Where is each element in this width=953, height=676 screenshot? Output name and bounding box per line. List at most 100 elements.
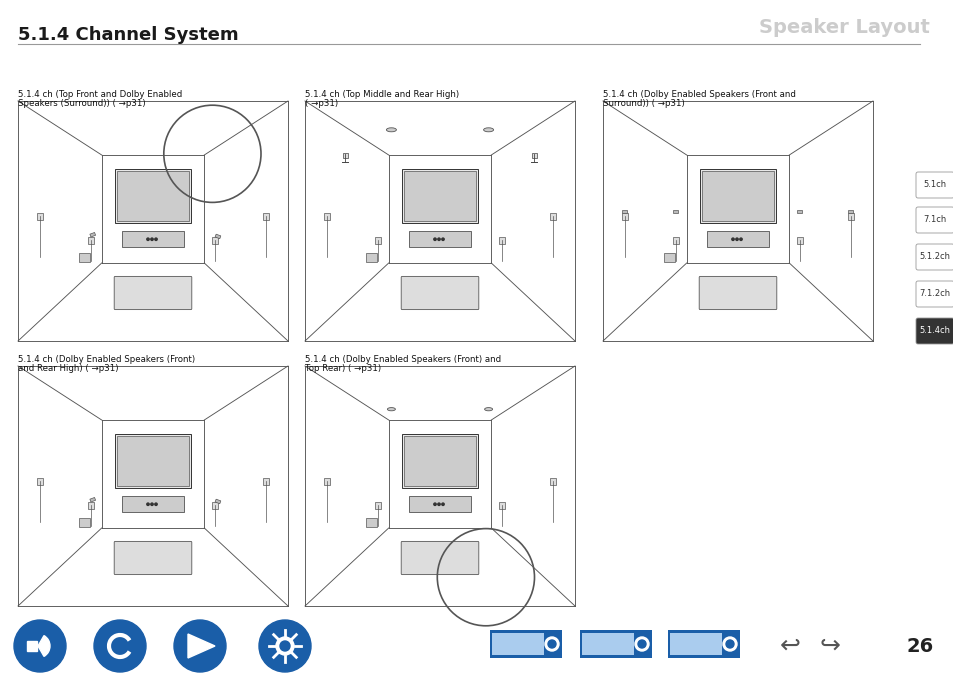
Bar — [263, 213, 269, 220]
Circle shape — [731, 238, 734, 241]
Circle shape — [154, 503, 157, 506]
Text: 5.1.4 Channel System: 5.1.4 Channel System — [18, 26, 238, 44]
Bar — [114, 434, 192, 488]
Circle shape — [173, 620, 226, 672]
Bar — [36, 478, 43, 485]
Polygon shape — [188, 634, 214, 658]
Circle shape — [635, 637, 648, 651]
Bar — [401, 169, 478, 223]
Circle shape — [98, 624, 142, 668]
Bar — [366, 518, 377, 527]
Bar — [672, 210, 678, 213]
Text: 5.1.4 ch (Dolby Enabled Speakers (Front and: 5.1.4 ch (Dolby Enabled Speakers (Front … — [602, 90, 795, 99]
Bar — [498, 502, 504, 509]
Circle shape — [547, 640, 556, 648]
Circle shape — [434, 238, 436, 241]
Text: 7.1.2ch: 7.1.2ch — [919, 289, 949, 299]
Bar — [36, 213, 43, 220]
Bar — [212, 502, 218, 509]
Circle shape — [151, 238, 153, 241]
Bar — [847, 213, 854, 220]
Text: 5.1.4 ch (Dolby Enabled Speakers (Front): 5.1.4 ch (Dolby Enabled Speakers (Front) — [18, 355, 195, 364]
Circle shape — [434, 503, 436, 506]
Bar — [114, 169, 192, 223]
Bar — [90, 233, 95, 237]
Bar — [409, 496, 470, 512]
Circle shape — [147, 503, 149, 506]
Bar — [79, 253, 91, 262]
Text: Top Rear) ( →p31): Top Rear) ( →p31) — [305, 364, 381, 373]
Text: and Rear High) ( →p31): and Rear High) ( →p31) — [18, 364, 118, 373]
Circle shape — [437, 503, 439, 506]
Text: 5.1.2ch: 5.1.2ch — [919, 253, 949, 262]
Circle shape — [14, 620, 66, 672]
Bar — [579, 630, 651, 658]
Bar — [621, 210, 626, 213]
Bar — [532, 153, 537, 158]
Circle shape — [154, 238, 157, 241]
Ellipse shape — [387, 408, 395, 411]
Text: 5.1.4 ch (Top Middle and Rear High): 5.1.4 ch (Top Middle and Rear High) — [305, 90, 458, 99]
Text: 7.1ch: 7.1ch — [923, 216, 945, 224]
Wedge shape — [38, 635, 50, 656]
Bar — [79, 518, 91, 527]
Bar — [847, 210, 853, 213]
Bar — [214, 234, 220, 239]
Circle shape — [94, 620, 146, 672]
Circle shape — [275, 637, 294, 655]
Bar — [700, 171, 774, 221]
FancyBboxPatch shape — [915, 281, 953, 307]
Bar — [375, 237, 380, 244]
Bar — [621, 213, 627, 220]
FancyBboxPatch shape — [114, 541, 192, 575]
Circle shape — [739, 238, 741, 241]
Bar — [27, 641, 37, 651]
Bar — [88, 237, 93, 244]
Bar — [263, 478, 269, 485]
Bar — [88, 502, 93, 509]
FancyBboxPatch shape — [915, 207, 953, 233]
Text: 26: 26 — [905, 637, 933, 656]
Bar — [343, 153, 348, 158]
Bar — [323, 478, 329, 485]
Bar — [498, 237, 504, 244]
Bar — [550, 478, 556, 485]
Circle shape — [258, 620, 311, 672]
Bar — [212, 237, 218, 244]
Circle shape — [638, 640, 645, 648]
FancyBboxPatch shape — [401, 541, 478, 575]
Text: Speaker Layout: Speaker Layout — [759, 18, 929, 37]
Text: 5.1.4ch: 5.1.4ch — [919, 327, 949, 335]
Text: ↩: ↩ — [779, 634, 800, 658]
Bar — [550, 213, 556, 220]
Bar — [116, 171, 190, 221]
Ellipse shape — [386, 128, 396, 132]
Circle shape — [722, 637, 737, 651]
Circle shape — [725, 640, 733, 648]
Text: 5.1ch: 5.1ch — [923, 180, 945, 189]
FancyBboxPatch shape — [699, 276, 776, 310]
Bar — [581, 633, 634, 655]
Bar — [699, 169, 776, 223]
Bar — [672, 237, 679, 244]
FancyBboxPatch shape — [114, 276, 192, 310]
Bar — [664, 253, 675, 262]
Bar — [492, 633, 543, 655]
Circle shape — [735, 238, 738, 241]
Circle shape — [280, 641, 290, 651]
Circle shape — [147, 238, 149, 241]
Bar — [797, 237, 802, 244]
Bar — [366, 253, 377, 262]
FancyBboxPatch shape — [915, 244, 953, 270]
Circle shape — [151, 503, 153, 506]
Circle shape — [437, 238, 439, 241]
Bar — [667, 630, 740, 658]
Text: ↪: ↪ — [819, 634, 840, 658]
Bar — [706, 231, 768, 247]
Text: ( →p31): ( →p31) — [305, 99, 337, 108]
Ellipse shape — [484, 408, 492, 411]
FancyBboxPatch shape — [915, 172, 953, 198]
Bar — [401, 434, 478, 488]
FancyBboxPatch shape — [915, 318, 953, 344]
Bar — [375, 502, 380, 509]
